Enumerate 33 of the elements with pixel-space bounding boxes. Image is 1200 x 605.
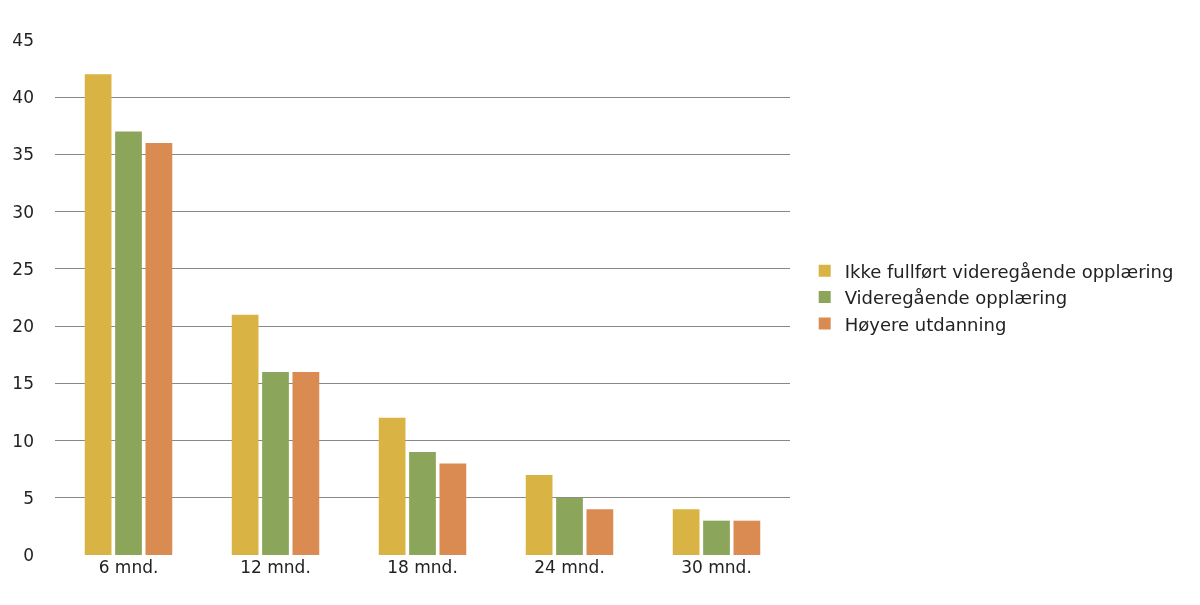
- legend-label: Høyere utdanning: [844, 313, 1007, 335]
- bar: [84, 74, 112, 555]
- y-tick-label: 5: [23, 487, 34, 508]
- y-tick-label: 15: [12, 373, 34, 394]
- x-tick-label: 24 mnd.: [534, 557, 605, 577]
- legend-label: Videregående opplæring: [844, 287, 1068, 309]
- x-tick-label: 18 mnd.: [387, 557, 458, 577]
- bar: [586, 509, 614, 555]
- bar: [525, 474, 553, 555]
- bar: [703, 520, 730, 555]
- bar: [145, 143, 173, 555]
- bar: [439, 463, 467, 555]
- x-tick-label: 12 mnd.: [240, 557, 311, 577]
- bar: [231, 314, 259, 555]
- y-tick-label: 40: [12, 87, 34, 108]
- bar: [409, 452, 436, 555]
- bar: [262, 371, 289, 555]
- x-tick-label: 6 mnd.: [98, 557, 159, 577]
- bar: [672, 509, 700, 555]
- bar: [115, 131, 142, 555]
- y-tick-label: 25: [12, 258, 34, 279]
- y-tick-label: 20: [12, 316, 34, 337]
- y-tick-label: 10: [12, 430, 34, 451]
- y-tick-label: 35: [12, 144, 34, 165]
- y-tick-label: 30: [12, 201, 34, 222]
- bar: [378, 417, 406, 555]
- bar: [556, 497, 583, 555]
- y-tick-label: 45: [12, 29, 34, 50]
- x-tick-label: 30 mnd.: [681, 557, 752, 577]
- legend-label: Ikke fullført videregående opplæring: [844, 260, 1174, 282]
- bar: [733, 520, 761, 555]
- bar: [292, 371, 320, 555]
- y-tick-label: 0: [23, 544, 34, 565]
